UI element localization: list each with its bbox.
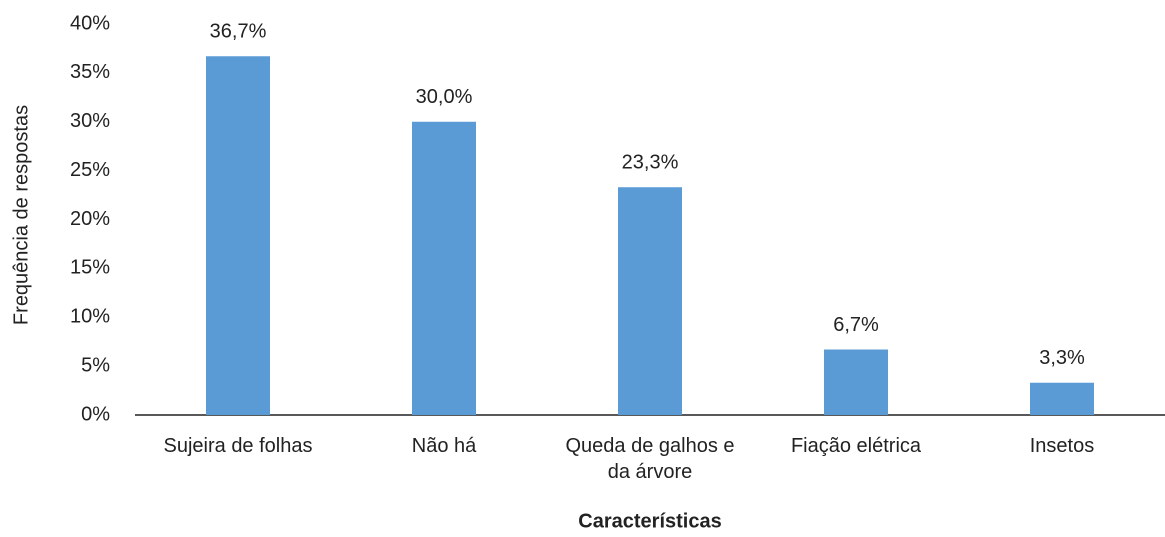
y-tick-label: 35% [70, 61, 110, 83]
value-label: 30,0% [416, 86, 473, 108]
bar [618, 187, 682, 415]
y-tick-label: 0% [81, 403, 110, 425]
y-tick-label: 30% [70, 110, 110, 132]
x-axis-title: Características [578, 510, 721, 532]
value-label: 3,3% [1039, 347, 1085, 369]
y-tick-label: 15% [70, 257, 110, 279]
y-axis-title: Frequência de respostas [10, 105, 32, 325]
value-label: 23,3% [622, 152, 679, 174]
bar [412, 121, 476, 415]
x-tick-label: Insetos [1029, 435, 1095, 457]
value-label: 6,7% [833, 314, 879, 336]
bar [824, 349, 888, 415]
y-tick-label: 5% [81, 354, 110, 376]
bar [1030, 382, 1094, 415]
y-tick-label: 40% [70, 12, 110, 34]
x-tick-label: Sujeira de folhas [163, 435, 313, 457]
x-tick-label: Queda de galhos e da árvore [565, 435, 735, 483]
value-label: 36,7% [210, 21, 267, 43]
y-tick-label: 20% [70, 208, 110, 230]
bar [206, 56, 270, 415]
y-tick-label: 10% [70, 306, 110, 328]
y-tick-label: 25% [70, 159, 110, 181]
x-tick-label: Não há [411, 435, 477, 457]
x-tick-label: Fiação elétrica [790, 435, 922, 457]
